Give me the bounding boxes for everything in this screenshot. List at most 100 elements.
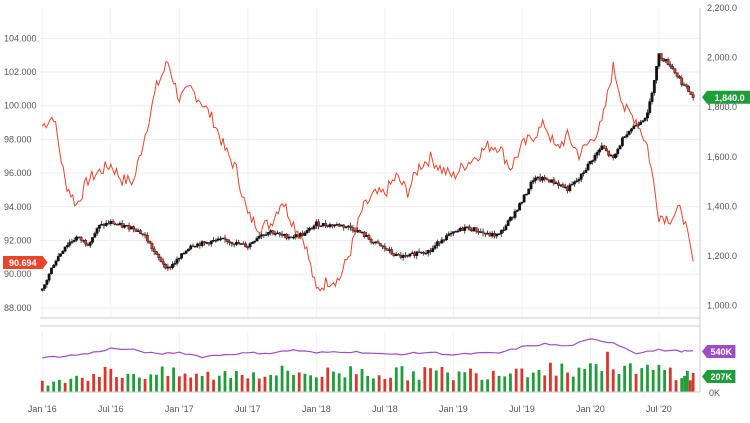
- volume-bar: [440, 366, 444, 392]
- candle-body: [584, 169, 588, 174]
- volume-bar: [183, 373, 187, 392]
- left-tick-label: 96.000: [4, 168, 32, 178]
- candlestick-series: [40, 52, 695, 292]
- candle-body: [385, 248, 389, 251]
- volume-bar: [372, 378, 375, 392]
- candle-body: [435, 241, 439, 246]
- candle-body: [203, 241, 206, 243]
- right-tick-label: 1,400.0: [707, 201, 737, 211]
- candle-body: [623, 136, 627, 139]
- x-tick-label: Jul '19: [509, 404, 535, 414]
- volume-bar: [349, 366, 352, 392]
- candle-body: [687, 86, 690, 92]
- candle-body: [673, 68, 677, 73]
- candle-body: [664, 59, 668, 62]
- candle-body: [113, 223, 117, 226]
- candle-body: [134, 228, 138, 232]
- candle-body: [449, 233, 453, 235]
- candle-body: [547, 179, 551, 183]
- x-tick-label: Jan '20: [576, 404, 605, 414]
- candle-body: [314, 221, 318, 226]
- candle-body: [125, 225, 129, 227]
- volume-zero-label: 0K: [709, 388, 720, 398]
- candle-body: [91, 237, 94, 243]
- red-line-series: [41, 60, 694, 292]
- candle-body: [54, 260, 58, 266]
- candle-body: [689, 91, 693, 95]
- volume-bar: [423, 367, 427, 392]
- volume-bar: [189, 377, 193, 392]
- candle-body: [95, 228, 99, 234]
- candle-body: [276, 232, 279, 235]
- candle-body: [266, 232, 270, 235]
- candle-body: [513, 211, 517, 218]
- volume-bar: [566, 372, 569, 392]
- candle-body: [401, 255, 405, 258]
- volume-bar: [617, 374, 621, 392]
- volume-bar: [691, 372, 695, 392]
- candle-body: [104, 222, 108, 226]
- right-last-value-badge-shape: [702, 90, 750, 104]
- candle-body: [305, 230, 309, 233]
- candle-body: [509, 216, 512, 221]
- candle-body: [321, 223, 325, 226]
- candle-body: [235, 242, 238, 245]
- candle-body: [616, 148, 620, 155]
- volume-bar: [115, 377, 118, 392]
- volume-bar: [149, 374, 153, 392]
- candle-body: [682, 84, 686, 86]
- x-tick-label: Jul '16: [98, 404, 124, 414]
- volume-bar: [663, 369, 667, 392]
- volume-bar: [491, 370, 495, 392]
- candle-body: [579, 173, 583, 180]
- candle-body: [525, 193, 528, 196]
- candle-body: [593, 154, 597, 161]
- candle-body: [410, 252, 414, 255]
- candle-body: [534, 177, 537, 181]
- candle-body: [216, 238, 220, 241]
- volume-bar: [166, 375, 170, 392]
- candle-body: [351, 227, 355, 231]
- x-tick-label: Jul '17: [235, 404, 261, 414]
- volume-bar: [46, 385, 50, 392]
- volume-bar: [577, 367, 581, 392]
- candle-body: [260, 234, 263, 237]
- candle-body: [438, 241, 442, 244]
- candle-body: [166, 266, 170, 269]
- volume-bar: [680, 378, 684, 392]
- candle-body: [554, 182, 558, 185]
- left-last-value-badge-shape: [3, 256, 48, 270]
- candle-body: [657, 53, 661, 67]
- volume-bar: [486, 379, 490, 392]
- candle-body: [648, 101, 652, 113]
- candle-body: [196, 243, 199, 247]
- candle-body: [630, 128, 633, 132]
- candle-body: [40, 288, 44, 291]
- candle-body: [490, 233, 494, 237]
- candle-body: [310, 228, 314, 230]
- candle-body: [107, 222, 110, 225]
- volume-bar: [286, 370, 290, 392]
- candle-body: [111, 220, 115, 225]
- candle-body: [173, 263, 177, 265]
- volume-bar: [75, 375, 78, 392]
- candle-body: [426, 250, 430, 254]
- volume-bar: [606, 351, 609, 392]
- x-tick-label: Jul '18: [372, 404, 398, 414]
- candle-body: [123, 225, 126, 228]
- candle-body: [120, 223, 124, 228]
- candle-body: [458, 228, 462, 232]
- right-tick-label: 2,200.0: [707, 3, 737, 13]
- volume-last-badge: 207K: [702, 369, 736, 383]
- candle-body: [269, 230, 273, 233]
- candle-body: [250, 242, 254, 244]
- volume-bar: [560, 363, 564, 392]
- volume-bar: [52, 381, 56, 392]
- volume-bar: [297, 372, 301, 392]
- candle-body: [358, 230, 362, 233]
- volume-bar: [274, 375, 278, 392]
- candle-body: [552, 179, 556, 184]
- candle-body: [81, 240, 85, 242]
- volume-bar: [526, 377, 529, 392]
- candle-body: [568, 184, 572, 192]
